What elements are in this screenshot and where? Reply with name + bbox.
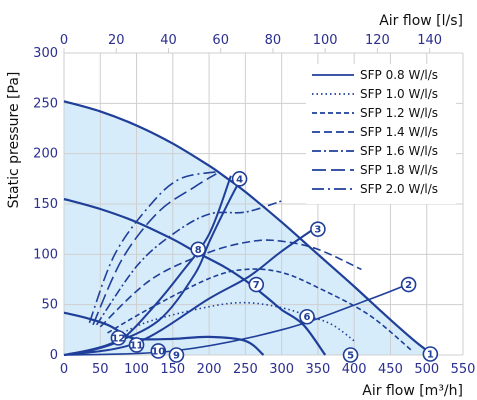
x-tick-label: 150 [160,362,185,377]
x-tick-label: 50 [92,362,109,377]
legend-label: SFP 2.0 W/l/s [360,182,438,196]
sfp-curve-6 [92,173,217,326]
marker-circle [342,347,359,363]
marker-label: 10 [151,346,165,357]
legend-label: SFP 0.8 W/l/s [360,68,438,82]
marker-10: 10 [150,343,167,359]
marker-4: 4 [231,171,248,187]
operating-area-fill [64,101,434,355]
resistance-curve-3 [63,175,232,356]
marker-circle [190,241,207,258]
marker-circle [168,347,185,363]
y-tick-label: 0 [50,348,58,363]
y-tick-label: 200 [33,147,58,162]
marker-label: 2 [405,280,412,291]
legend-label: SFP 1.2 W/l/s [360,106,438,120]
legend-label: SFP 1.0 W/l/s [360,87,438,101]
marker-circle [128,337,145,353]
x-top-tick-label: 60 [212,33,229,48]
marker-label: 3 [314,225,321,236]
x-tick-label: 450 [378,362,403,377]
resistance-curve-1 [63,225,319,356]
marker-label: 12 [111,333,125,344]
marker-5: 5 [342,347,359,363]
x-axis-title-bottom: Air flow [m³/h] [362,383,463,399]
marker-9: 9 [168,347,185,363]
x-tick-label: 350 [305,362,330,377]
marker-circle [400,276,417,293]
sfp-curve-4 [99,239,362,328]
marker-11: 11 [128,337,145,353]
marker-circle [422,346,439,362]
marker-label: 9 [173,351,180,362]
marker-1: 1 [422,346,439,362]
x-tick-label: 300 [269,362,294,377]
marker-label: 4 [236,174,243,185]
y-tick-label: 50 [41,298,58,313]
marker-2: 2 [400,276,417,293]
x-top-tick-label: 120 [365,33,390,48]
sfp-curve-1 [63,281,413,356]
marker-circle [150,343,167,359]
curves [63,100,435,356]
marker-circle [310,221,326,237]
y-tick-label: 250 [33,96,58,111]
x-top-tick-label: 40 [160,33,177,48]
x-top-tick-label: 100 [313,33,338,48]
legend-label: SFP 1.4 W/l/s [360,125,438,139]
x-tick-label: 500 [414,362,439,377]
marker-circle [110,330,127,346]
marker-label: 5 [347,351,354,362]
marker-8: 8 [190,241,207,258]
marker-12: 12 [110,330,127,346]
sfp-curve-7 [88,171,217,324]
marker-circle [299,308,315,325]
operating-area [64,101,434,355]
x-top-tick-label: 20 [108,33,125,48]
marker-3: 3 [310,221,326,237]
y-tick-label: 100 [33,247,58,262]
x-top-tick-label: 0 [60,33,68,48]
y-tick-label: 300 [33,46,58,61]
legend-label: SFP 1.6 W/l/s [360,144,438,158]
legend-background [306,64,456,204]
x-tick-label: 200 [197,362,222,377]
x-top-tick-label: 80 [265,33,282,48]
marker-label: 1 [427,349,434,360]
marker-6: 6 [299,308,315,325]
fan-curve-1 [63,100,435,356]
x-top-tick-label: 140 [417,33,442,48]
x-axis-title-top: Air flow [l/s] [379,13,463,29]
sfp-curve-3 [107,268,413,352]
y-tick-label: 150 [33,197,58,212]
marker-label: 11 [130,340,144,351]
marker-7: 7 [248,276,265,293]
marker-label: 7 [253,280,260,291]
x-tick-label: 100 [124,362,149,377]
legend: SFP 0.8 W/l/s SFP 1.0 W/l/s SFP 1.2 W/l/s S… [306,64,456,204]
legend-label: SFP 1.8 W/l/s [360,163,438,177]
x-tick-label: 550 [451,362,476,377]
marker-label: 8 [195,245,202,256]
sfp-curve-5 [95,200,282,326]
marker-circle [231,171,248,187]
marker-label: 6 [304,312,311,323]
x-tick-label: 0 [60,362,68,377]
fan-curve-2 [63,197,327,356]
x-tick-label: 400 [342,362,367,377]
marker-circle [248,276,265,293]
y-axis-title: Static pressure [Pa] [6,72,22,209]
x-tick-label: 250 [233,362,258,377]
